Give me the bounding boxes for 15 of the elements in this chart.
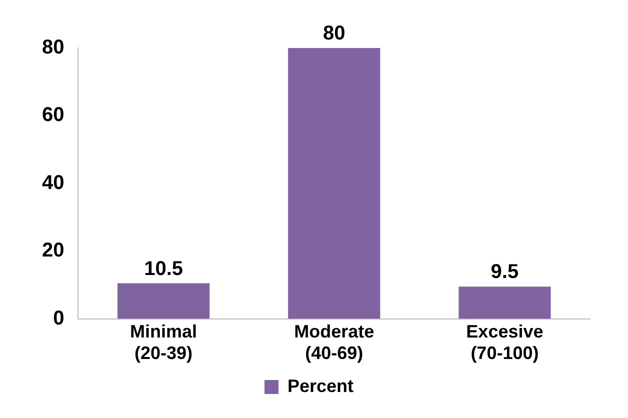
bar xyxy=(458,286,551,319)
y-tick-label: 60 xyxy=(42,104,64,126)
y-tick-label: 0 xyxy=(53,307,64,330)
data-label: 80 xyxy=(323,22,346,45)
y-tick-label: 40 xyxy=(42,172,64,194)
legend-label: Percent xyxy=(287,376,354,396)
y-tick-label: 20 xyxy=(42,240,64,262)
data-label: 10.5 xyxy=(144,258,184,280)
x-tick-label: Moderate (40-69) xyxy=(294,322,374,364)
x-tick-label: Minimal (20-39) xyxy=(130,322,198,364)
bar xyxy=(288,48,380,319)
x-tick-label: Excesive (70-100) xyxy=(466,322,544,364)
y-tick-label: 80 xyxy=(42,36,64,59)
data-label: 9.5 xyxy=(490,261,519,284)
bar xyxy=(117,283,210,319)
